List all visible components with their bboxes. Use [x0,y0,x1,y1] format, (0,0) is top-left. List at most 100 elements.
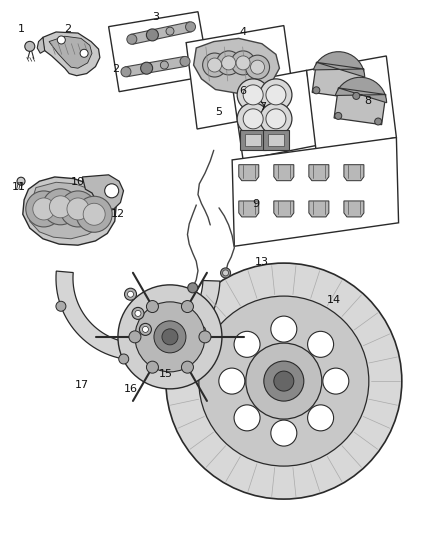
Circle shape [162,329,178,345]
Circle shape [146,361,159,373]
Circle shape [83,203,105,225]
Circle shape [222,56,236,70]
Circle shape [80,49,88,58]
Circle shape [196,326,206,336]
Polygon shape [23,177,116,245]
Circle shape [199,331,211,343]
Text: 17: 17 [75,380,89,390]
Circle shape [180,56,190,67]
Circle shape [217,51,240,75]
Text: 12: 12 [111,209,125,219]
Circle shape [271,316,297,342]
Circle shape [307,405,334,431]
Polygon shape [43,32,100,76]
Polygon shape [56,271,220,360]
Polygon shape [307,56,396,152]
Circle shape [124,288,137,300]
Text: 7: 7 [259,102,266,111]
Circle shape [208,58,222,72]
Circle shape [323,368,349,394]
Circle shape [181,361,194,373]
Polygon shape [239,165,259,181]
Polygon shape [274,165,294,181]
Text: 6: 6 [240,86,247,95]
Circle shape [141,62,152,74]
Circle shape [60,191,96,227]
Circle shape [234,405,260,431]
Text: 2: 2 [64,25,71,34]
Circle shape [335,112,342,119]
Circle shape [166,27,174,35]
Text: 5: 5 [215,107,223,117]
Circle shape [17,177,25,185]
Polygon shape [344,201,364,217]
Circle shape [246,343,322,419]
Circle shape [274,371,294,391]
Text: 16: 16 [124,384,138,394]
Text: 14: 14 [327,295,341,304]
Bar [245,134,261,146]
Circle shape [142,326,148,333]
Circle shape [266,85,286,105]
Polygon shape [335,77,387,103]
Text: 15: 15 [159,369,173,379]
Circle shape [67,198,89,220]
Circle shape [42,189,78,225]
Polygon shape [186,26,296,129]
Polygon shape [49,36,92,68]
Circle shape [223,270,229,276]
Circle shape [181,301,194,312]
Circle shape [118,285,222,389]
Circle shape [251,60,265,74]
Polygon shape [82,175,124,209]
Circle shape [132,308,144,319]
Circle shape [271,420,297,446]
Circle shape [105,184,119,198]
Polygon shape [312,62,364,99]
Circle shape [237,103,269,135]
Polygon shape [109,12,209,92]
Circle shape [353,92,360,100]
Circle shape [243,85,263,105]
Circle shape [374,118,381,125]
Circle shape [221,268,230,278]
Text: 11: 11 [11,182,25,191]
Circle shape [121,67,131,77]
Circle shape [266,109,286,129]
Text: 3: 3 [152,12,159,22]
Circle shape [166,263,402,499]
Polygon shape [232,138,399,246]
Circle shape [146,29,159,41]
Circle shape [236,56,250,70]
Circle shape [260,103,292,135]
Polygon shape [131,22,191,44]
Circle shape [139,324,152,335]
Text: 9: 9 [253,199,260,208]
Circle shape [243,109,263,129]
Circle shape [76,196,112,232]
Circle shape [129,331,141,343]
Circle shape [313,87,320,94]
Circle shape [25,42,35,51]
Polygon shape [239,201,259,217]
Circle shape [154,321,186,353]
Circle shape [219,368,245,394]
Circle shape [234,332,260,357]
Text: 13: 13 [255,257,269,267]
Circle shape [26,191,62,227]
Circle shape [49,196,71,218]
Circle shape [231,51,255,75]
Polygon shape [274,201,294,217]
Bar [268,134,284,146]
Circle shape [127,291,134,297]
Polygon shape [309,165,329,181]
Text: 10: 10 [71,177,85,187]
Circle shape [33,198,55,220]
Polygon shape [313,52,365,77]
Circle shape [135,302,205,372]
Circle shape [307,332,334,357]
Circle shape [188,283,198,293]
Circle shape [186,22,195,32]
Polygon shape [37,37,45,53]
Circle shape [127,34,137,44]
